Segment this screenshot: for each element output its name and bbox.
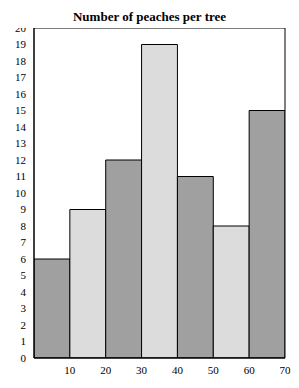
svg-text:20: 20 (15, 28, 27, 34)
svg-text:70: 70 (280, 364, 292, 376)
svg-text:17: 17 (15, 71, 27, 83)
svg-text:40: 40 (172, 364, 184, 376)
svg-text:0: 0 (21, 352, 27, 364)
svg-text:20: 20 (100, 364, 112, 376)
svg-text:3: 3 (21, 302, 27, 314)
svg-text:10: 10 (64, 364, 76, 376)
svg-text:60: 60 (244, 364, 256, 376)
svg-text:2: 2 (21, 319, 27, 331)
svg-text:10: 10 (15, 187, 27, 199)
svg-text:12: 12 (15, 154, 26, 166)
svg-text:16: 16 (15, 88, 27, 100)
svg-text:50: 50 (208, 364, 220, 376)
svg-text:30: 30 (136, 364, 148, 376)
svg-text:4: 4 (21, 286, 27, 298)
svg-text:5: 5 (21, 269, 27, 281)
svg-text:11: 11 (15, 170, 26, 182)
svg-text:19: 19 (15, 38, 27, 50)
svg-text:9: 9 (21, 203, 27, 215)
svg-text:6: 6 (21, 253, 27, 265)
svg-text:14: 14 (15, 121, 27, 133)
svg-text:1: 1 (21, 335, 27, 347)
html-text:Number of peaches per tree: Number of peaches per tree (73, 9, 226, 24)
svg-text:15: 15 (15, 104, 27, 116)
svg-text:13: 13 (15, 137, 27, 149)
svg-text:18: 18 (15, 55, 27, 67)
svg-text:7: 7 (21, 236, 27, 248)
svg-text:8: 8 (21, 220, 27, 232)
